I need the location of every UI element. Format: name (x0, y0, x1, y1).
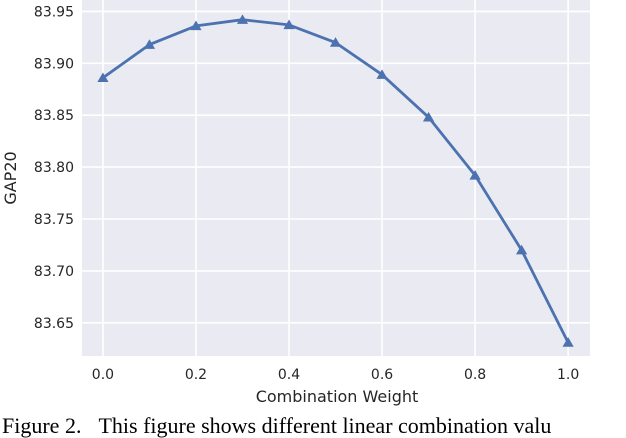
data-point-marker (143, 39, 156, 49)
data-point-marker (283, 19, 295, 30)
y-tick-label: 83.65 (34, 316, 74, 332)
plot-area (82, 0, 590, 356)
x-tick-label: 0.4 (278, 367, 300, 383)
data-point-marker (236, 14, 249, 24)
figure-caption: Figure 2. This figure shows different lin… (2, 414, 626, 438)
y-tick-label: 83.80 (34, 160, 74, 176)
y-tick-label: 83.75 (34, 212, 74, 228)
data-point-marker (97, 72, 109, 83)
data-point-marker (469, 170, 481, 180)
y-tick-label: 83.95 (34, 4, 74, 20)
figure-caption-label: Figure 2. (2, 414, 82, 438)
data-point-marker (376, 69, 388, 79)
data-point-marker (190, 20, 202, 31)
y-tick-label: 83.90 (34, 56, 74, 72)
data-point-marker (562, 337, 574, 347)
x-tick-label: 1.0 (557, 367, 579, 383)
y-tick-label: 83.70 (34, 264, 74, 280)
x-tick-label: 0.2 (185, 367, 207, 383)
x-axis-title: Combination Weight (256, 387, 419, 406)
x-tick-label: 0.0 (92, 367, 114, 383)
y-tick-label: 83.85 (34, 108, 74, 124)
data-point-marker (329, 37, 342, 47)
x-tick-label: 0.6 (371, 367, 393, 383)
data-point-marker (422, 111, 435, 122)
figure-caption-text: This figure shows different linear combi… (98, 414, 552, 438)
data-point-marker (516, 244, 528, 255)
figure-2-chart: 83.95 83.90 83.85 83.80 83.75 83.70 83.65 0.0 0.… (1, 0, 590, 406)
y-axis-title: GAP20 (1, 151, 20, 204)
x-tick-label: 0.8 (464, 367, 486, 383)
line-chart: 83.95 83.90 83.85 83.80 83.75 83.70 83.65 0.0 0.… (1, 0, 590, 406)
